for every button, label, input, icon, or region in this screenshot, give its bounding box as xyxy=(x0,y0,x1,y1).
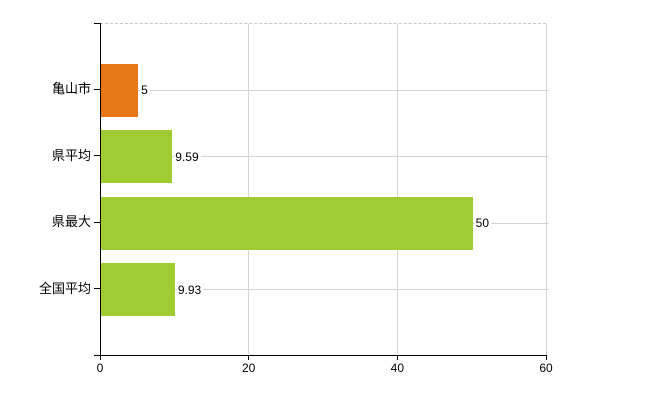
x-tick-label: 40 xyxy=(390,361,404,375)
category-label: 県平均 xyxy=(51,147,91,163)
v-gridline xyxy=(248,24,250,356)
bar-value-label: 50 xyxy=(474,215,492,232)
category-tick-mark xyxy=(94,221,101,223)
category-label: 県最大 xyxy=(51,214,91,230)
x-tick-mark xyxy=(99,355,101,360)
bar-亀山市 xyxy=(101,63,139,117)
x-tick-mark xyxy=(545,355,547,360)
h-gridline xyxy=(100,289,549,291)
category-tick-mark xyxy=(94,155,101,157)
bar-value-label: 5 xyxy=(140,82,150,99)
category-label: 全国平均 xyxy=(38,280,91,296)
bar-value-label: 9.59 xyxy=(174,148,201,165)
bar-県最大 xyxy=(101,196,473,250)
x-tick-label: 60 xyxy=(539,361,553,375)
x-tick-label: 0 xyxy=(96,361,104,375)
v-gridline xyxy=(545,24,547,356)
v-gridline xyxy=(396,24,398,356)
x-tick-mark xyxy=(396,355,398,360)
bar-value-label: 9.93 xyxy=(176,281,204,298)
x-axis-line xyxy=(94,355,546,356)
h-gridline xyxy=(100,156,549,158)
y-axis-line xyxy=(100,23,101,359)
x-tick-label: 20 xyxy=(241,361,256,375)
h-gridline xyxy=(100,89,549,91)
category-tick-mark xyxy=(94,88,101,90)
y-axis-top-tick xyxy=(94,23,101,24)
plot-area: 5 9.59 50 9.93 xyxy=(100,23,549,356)
bar-全国平均 xyxy=(101,263,175,317)
bar-県平均 xyxy=(101,130,173,184)
x-tick-mark xyxy=(248,355,250,360)
category-tick-mark xyxy=(94,288,101,290)
category-label: 亀山市 xyxy=(51,81,91,97)
